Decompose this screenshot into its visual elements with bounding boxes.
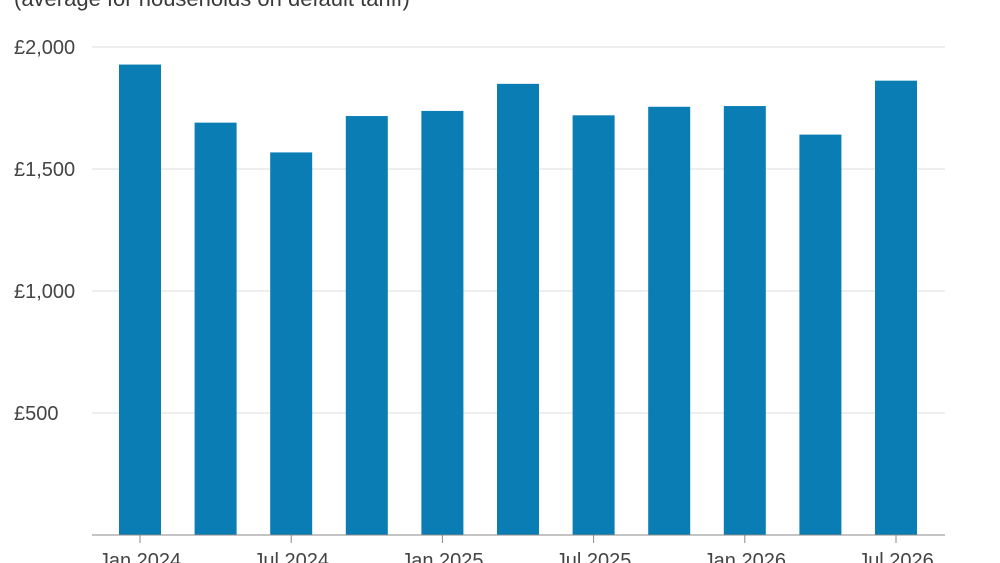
bar xyxy=(497,83,539,536)
x-tick-label: Jan 2024 xyxy=(99,550,181,563)
x-tick-label: Jul 2025 xyxy=(556,550,632,563)
bar xyxy=(270,152,313,535)
bar xyxy=(723,106,766,535)
y-tick-label: £1,000 xyxy=(14,281,75,303)
x-tick-label: Jan 2025 xyxy=(401,550,483,563)
x-tick-label: Jul 2026 xyxy=(858,550,934,563)
bar xyxy=(345,116,388,535)
y-tick-label: £500 xyxy=(14,403,59,425)
y-tick-label: £2,000 xyxy=(14,37,75,59)
y-tick-label: £1,500 xyxy=(14,159,75,181)
bar xyxy=(119,64,161,536)
bar xyxy=(572,115,615,535)
bar xyxy=(194,122,237,535)
x-tick-label: Jul 2024 xyxy=(253,550,329,563)
bar xyxy=(648,106,691,535)
bar xyxy=(875,80,917,535)
chart-subtitle: (average for households on default tarif… xyxy=(14,0,410,12)
bar xyxy=(421,110,464,535)
bar xyxy=(799,134,842,535)
x-tick-label: Jan 2026 xyxy=(704,550,786,563)
